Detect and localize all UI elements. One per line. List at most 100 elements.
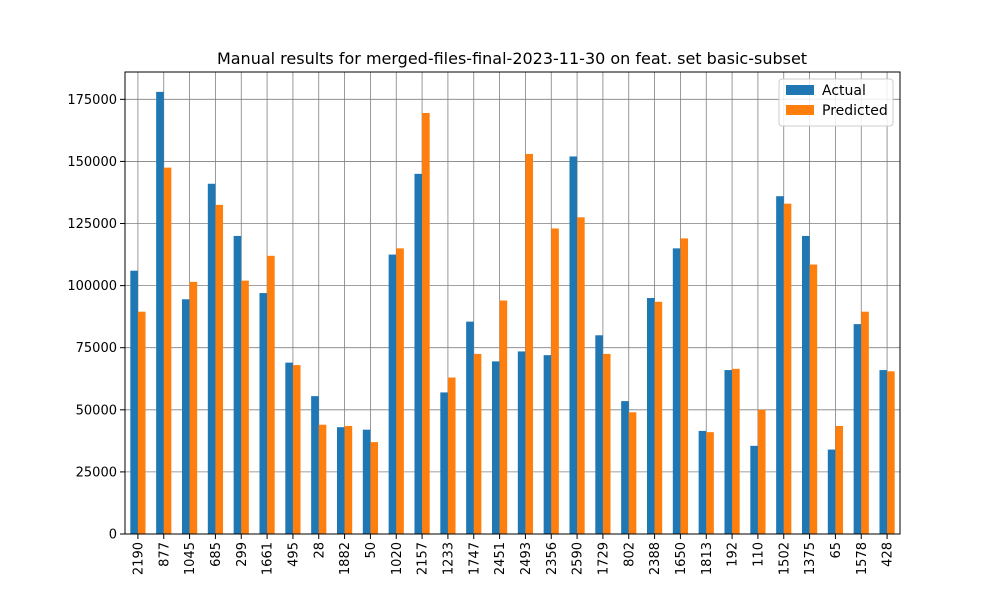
bar-predicted-1882 <box>344 425 353 534</box>
x-tick-label: 495 <box>286 542 301 567</box>
x-tick-label: 802 <box>622 542 637 567</box>
legend-swatch-predicted <box>786 105 814 115</box>
x-tick-label: 2157 <box>416 542 431 575</box>
x-tick-label: 110 <box>751 542 766 567</box>
bar-actual-1045 <box>181 299 190 534</box>
bar-predicted-428 <box>887 371 895 534</box>
bar-actual-28 <box>311 396 319 534</box>
x-tick-label: 28 <box>312 542 327 559</box>
x-tick-label: 2356 <box>545 542 560 575</box>
x-tick-label: 1502 <box>777 542 792 575</box>
bar-predicted-65 <box>835 425 844 534</box>
bar-actual-1813 <box>698 430 707 534</box>
bar-actual-1882 <box>336 427 345 534</box>
bar-actual-2356 <box>543 355 552 534</box>
bar-predicted-1578 <box>861 311 869 534</box>
x-tick-label: 2190 <box>131 542 146 575</box>
bar-actual-2493 <box>517 351 526 534</box>
x-tick-label: 2493 <box>519 542 534 575</box>
x-tick-label: 1578 <box>855 542 870 575</box>
bar-predicted-2590 <box>577 217 585 534</box>
bar-predicted-495 <box>292 365 301 534</box>
bar-predicted-877 <box>163 167 172 534</box>
y-tick-label: 0 <box>109 528 117 543</box>
axes <box>124 71 901 535</box>
x-tick-label: 65 <box>829 542 844 559</box>
bar-actual-65 <box>827 449 836 534</box>
bar-predicted-50 <box>370 442 379 534</box>
bar-predicted-1661 <box>267 255 275 534</box>
bar-predicted-1747 <box>473 353 482 534</box>
x-tick-label: 1813 <box>700 542 715 575</box>
bar-predicted-1045 <box>189 281 198 534</box>
bar-actual-299 <box>233 235 242 534</box>
x-tick-label: 1045 <box>183 542 198 575</box>
y-tick-label: 50000 <box>76 403 117 418</box>
bar-actual-1650 <box>672 248 681 534</box>
bar-predicted-28 <box>318 424 327 534</box>
bar-actual-50 <box>362 429 371 534</box>
bar-actual-2388 <box>646 298 655 534</box>
bar-actual-1502 <box>776 196 784 534</box>
legend-swatch-actual <box>786 85 814 95</box>
y-tick-label: 75000 <box>76 341 117 356</box>
bar-actual-685 <box>207 183 216 534</box>
bar-predicted-1502 <box>783 203 792 535</box>
bar-actual-2190 <box>130 270 138 534</box>
bar-actual-1747 <box>466 321 474 534</box>
x-tick-label: 299 <box>235 542 250 567</box>
bar-actual-192 <box>724 370 733 534</box>
y-tick-label: 175000 <box>67 93 117 108</box>
bar-predicted-1020 <box>396 248 404 534</box>
x-tick-label: 1375 <box>803 542 818 575</box>
bar-predicted-1233 <box>447 377 456 534</box>
x-tick-label: 2388 <box>648 542 663 575</box>
bar-actual-495 <box>285 362 293 534</box>
x-tick-label: 1729 <box>596 542 611 575</box>
bar-actual-1375 <box>801 235 810 534</box>
chart-title: Manual results for merged-files-final-20… <box>217 49 807 68</box>
bar-predicted-2451 <box>499 300 508 534</box>
x-tick-label: 1747 <box>467 542 482 575</box>
bar-actual-2451 <box>491 361 500 534</box>
bars <box>130 91 895 535</box>
bar-predicted-2356 <box>551 228 559 534</box>
bar-predicted-685 <box>215 204 224 535</box>
bar-actual-2157 <box>414 173 423 534</box>
legend: Actual Predicted <box>778 78 894 127</box>
bar-predicted-299 <box>241 280 249 534</box>
bar-predicted-1375 <box>809 264 818 534</box>
bar-predicted-192 <box>732 368 740 534</box>
x-tick-label: 428 <box>881 542 896 567</box>
bar-predicted-1729 <box>602 353 611 534</box>
bar-actual-1729 <box>595 335 603 534</box>
x-tick-label: 1661 <box>261 542 276 575</box>
bar-actual-1578 <box>853 324 862 534</box>
x-tick-label: 2451 <box>493 542 508 575</box>
y-tick-label: 125000 <box>67 217 117 232</box>
bar-predicted-1813 <box>706 432 714 534</box>
bar-predicted-110 <box>757 409 766 534</box>
x-tick-label: 50 <box>364 542 379 559</box>
bar-predicted-2157 <box>422 112 430 534</box>
bar-actual-877 <box>156 91 164 534</box>
tick-labels: 0 25000 50000 75000 100000 125000 150000 175000… <box>67 93 895 575</box>
x-tick-label: 2590 <box>571 542 586 575</box>
x-tick-label: 877 <box>157 542 172 567</box>
x-tick-label: 1650 <box>674 542 689 575</box>
bar-predicted-2190 <box>137 311 146 534</box>
x-tick-label: 192 <box>726 542 741 567</box>
x-tick-label: 685 <box>209 542 224 567</box>
x-tick-label: 1233 <box>441 542 456 575</box>
x-tick-label: 1882 <box>338 542 353 575</box>
legend-label-actual: Actual <box>822 83 866 99</box>
bar-actual-1233 <box>440 392 448 534</box>
y-tick-label: 100000 <box>67 279 117 294</box>
legend-label-predicted: Predicted <box>822 103 888 119</box>
x-tick-label: 1020 <box>390 542 405 575</box>
bar-predicted-802 <box>628 412 637 534</box>
y-tick-label: 25000 <box>76 465 117 480</box>
bar-predicted-2388 <box>654 301 663 534</box>
